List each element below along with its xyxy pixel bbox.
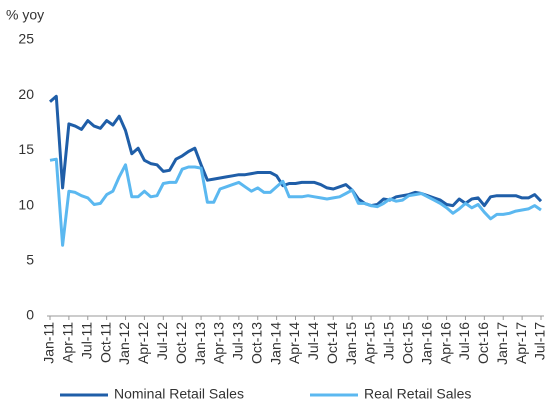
y-tick-label: 5 <box>26 252 34 268</box>
x-tick-label: Jan-15 <box>343 322 359 365</box>
x-tick-label: Jan-16 <box>418 322 434 365</box>
x-tick-label: Jan-17 <box>494 322 510 365</box>
x-tick-label: Jul-13 <box>230 322 246 360</box>
x-tick-label: Jul-17 <box>532 322 548 360</box>
series-line <box>49 94 543 208</box>
x-tick-label: Oct-15 <box>400 322 416 364</box>
x-tick-label: Jan-11 <box>41 322 57 364</box>
x-tick-label: Oct-11 <box>97 322 113 363</box>
x-tick-label: Apr-16 <box>437 322 453 364</box>
x-tick-label: Jul-16 <box>456 322 472 360</box>
x-tick-label: Jul-12 <box>154 322 170 360</box>
y-axis-label: % yoy <box>6 7 44 23</box>
y-tick-label: 25 <box>18 31 34 47</box>
x-tick-label: Oct-12 <box>173 322 189 364</box>
x-tick-label: Jul-14 <box>305 322 321 360</box>
x-tick-label: Apr-15 <box>362 322 378 364</box>
x-tick-label: Apr-14 <box>286 322 302 364</box>
x-tick-label: Oct-16 <box>475 322 491 364</box>
x-tick-label: Jan-14 <box>267 322 283 365</box>
y-tick-label: 15 <box>18 141 34 157</box>
x-tick-label: Jul-15 <box>381 322 397 360</box>
x-tick-label: Apr-12 <box>135 322 151 364</box>
x-tick-label: Apr-13 <box>211 322 227 364</box>
y-tick-label: 0 <box>26 307 34 323</box>
y-tick-label: 20 <box>18 86 34 102</box>
series-line <box>49 157 542 247</box>
x-tick-label: Apr-17 <box>513 322 529 364</box>
legend-label: Real Retail Sales <box>364 386 471 402</box>
x-tick-label: Jul-11 <box>78 322 94 359</box>
x-tick-label: Jan-12 <box>116 322 132 365</box>
x-tick-label: Oct-14 <box>324 322 340 364</box>
y-tick-label: 10 <box>18 196 34 212</box>
x-tick-label: Jan-13 <box>192 322 208 365</box>
x-tick-label: Oct-13 <box>248 322 264 364</box>
x-tick-label: Apr-11 <box>60 322 76 363</box>
legend-label: Nominal Retail Sales <box>114 386 244 402</box>
